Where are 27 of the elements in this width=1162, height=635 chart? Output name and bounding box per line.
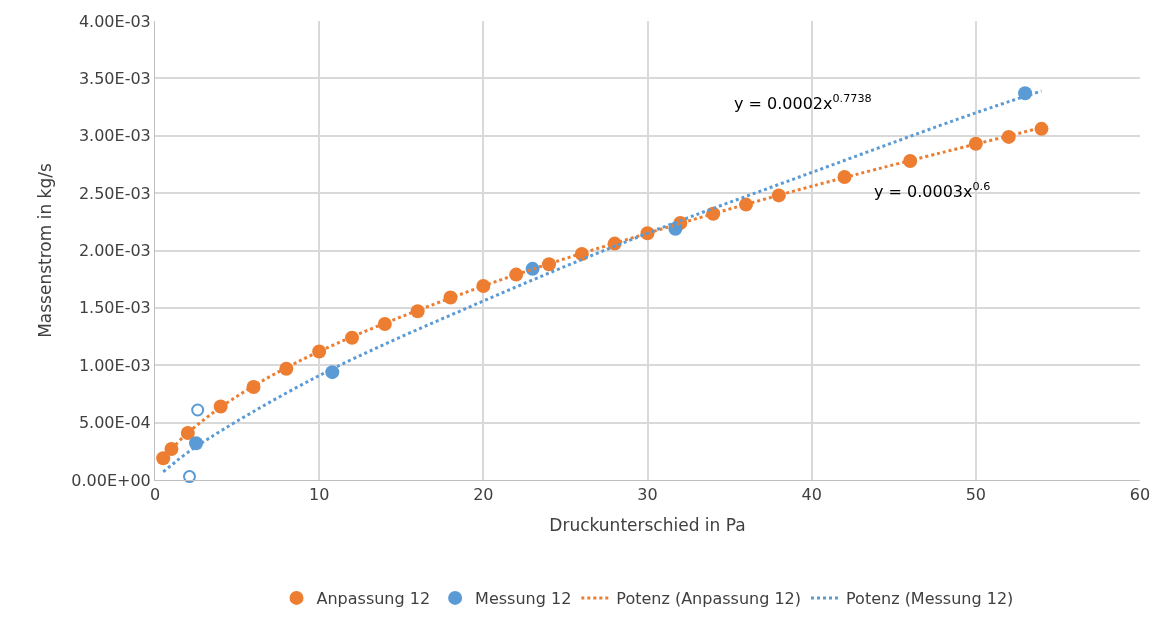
point	[191, 403, 205, 417]
y-tick-label: 5.00E-04	[78, 413, 151, 433]
legend-label: Anpassung 12	[316, 589, 431, 609]
x-tick-label: 60	[1129, 485, 1151, 505]
x-axis-title: Druckunterschied in Pa	[549, 514, 746, 535]
y-tick-label: 2.50E-03	[78, 183, 151, 203]
y-axis-title: Massenstrom in kg/s	[34, 163, 55, 338]
legend-label: Potenz (Messung 12)	[846, 589, 1014, 609]
y-tick-label: 2.00E-03	[78, 241, 151, 261]
y-tick-label: 3.00E-03	[78, 126, 151, 146]
legend-label: Potenz (Anpassung 12)	[616, 589, 802, 609]
x-tick-label: 20	[473, 485, 494, 505]
y-tick-label: 1.00E-03	[78, 355, 151, 375]
y-tick-label: 1.50E-03	[78, 298, 151, 318]
point	[182, 470, 196, 484]
y-tick-label: 4.00E-03	[78, 11, 151, 31]
x-tick-label: 50	[965, 485, 987, 505]
x-tick-label: 10	[308, 485, 330, 505]
annotation: y = 0.0002x$^{0.7738}$	[734, 92, 872, 113]
legend-label: Messung 12	[475, 589, 572, 609]
x-tick-label: 30	[637, 485, 658, 505]
point	[1034, 121, 1049, 136]
annotation: y = 0.0003x$^{0.6}$	[874, 180, 991, 201]
y-tick-label: 3.50E-03	[78, 68, 151, 88]
y-tick-label: 0.00E+00	[71, 470, 151, 490]
x-tick-label: 40	[801, 485, 822, 505]
x-tick-label: 0	[149, 485, 161, 505]
